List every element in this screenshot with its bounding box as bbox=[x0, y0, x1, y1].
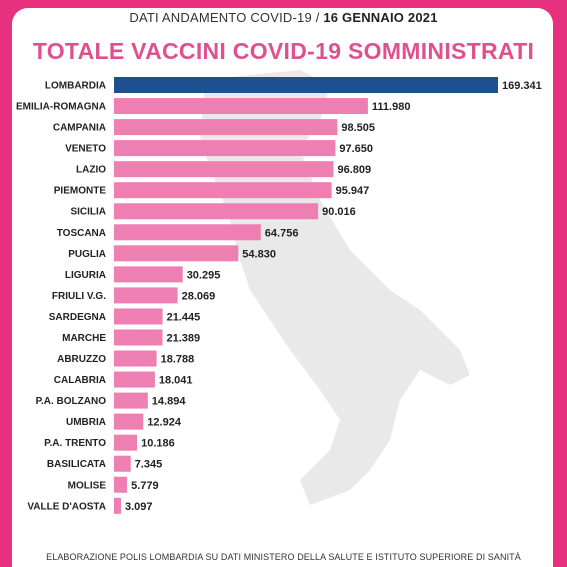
category-label: MOLISE bbox=[68, 480, 107, 491]
value-label: 10.186 bbox=[141, 438, 175, 450]
bar bbox=[114, 245, 239, 262]
bar bbox=[114, 287, 178, 304]
category-label: LAZIO bbox=[76, 165, 106, 176]
category-label: TOSCANA bbox=[57, 228, 106, 239]
value-label: 95.947 bbox=[336, 185, 370, 197]
value-label: 96.809 bbox=[338, 164, 372, 176]
value-label: 97.650 bbox=[339, 143, 373, 155]
value-label: 18.788 bbox=[161, 354, 195, 366]
value-label: 18.041 bbox=[159, 375, 193, 387]
category-label: PIEMONTE bbox=[54, 186, 107, 197]
bar bbox=[114, 266, 183, 283]
value-label: 98.505 bbox=[341, 122, 375, 134]
value-label: 111.980 bbox=[372, 101, 411, 113]
category-label: ABRUZZO bbox=[57, 354, 106, 365]
bar bbox=[114, 434, 138, 451]
category-label: UMBRIA bbox=[66, 417, 106, 428]
header-date: 16 GENNAIO 2021 bbox=[323, 10, 438, 25]
value-label: 5.779 bbox=[131, 480, 159, 492]
bar bbox=[114, 77, 498, 93]
bar bbox=[114, 161, 334, 178]
value-label: 64.756 bbox=[265, 227, 299, 239]
bar bbox=[114, 182, 332, 199]
category-label: SICILIA bbox=[70, 207, 106, 218]
category-label: LIGURIA bbox=[65, 270, 106, 281]
category-label: VALLE D'AOSTA bbox=[27, 501, 106, 512]
value-label: 7.345 bbox=[135, 459, 163, 471]
value-label: 30.295 bbox=[187, 269, 221, 281]
value-label: 169.341 bbox=[502, 80, 542, 92]
source-footer: ELABORAZIONE POLIS LOMBARDIA SU DATI MIN… bbox=[46, 552, 521, 562]
bar bbox=[114, 392, 148, 409]
category-label: SARDEGNA bbox=[49, 312, 106, 323]
value-label: 3.097 bbox=[125, 501, 153, 513]
value-label: 14.894 bbox=[152, 396, 187, 408]
value-label: 21.389 bbox=[167, 332, 201, 344]
bar bbox=[114, 203, 319, 220]
bar bbox=[114, 119, 338, 136]
category-label: P.A. TRENTO bbox=[44, 438, 106, 449]
category-label: EMILIA-ROMAGNA bbox=[16, 102, 106, 113]
date-header: DATI ANDAMENTO COVID-19 / 16 GENNAIO 202… bbox=[0, 10, 567, 25]
bar bbox=[114, 413, 144, 430]
category-label: CALABRIA bbox=[54, 375, 106, 386]
bar bbox=[114, 497, 121, 514]
bar bbox=[114, 476, 128, 493]
bar bbox=[114, 350, 157, 367]
category-label: CAMPANIA bbox=[53, 123, 106, 134]
value-label: 21.445 bbox=[167, 311, 201, 323]
value-label: 28.069 bbox=[182, 290, 216, 302]
bar bbox=[114, 329, 163, 346]
header-prefix: DATI ANDAMENTO COVID-19 / bbox=[129, 10, 320, 25]
category-label: P.A. BOLZANO bbox=[36, 396, 107, 407]
value-label: 12.924 bbox=[147, 417, 182, 429]
value-label: 90.016 bbox=[322, 206, 356, 218]
bar bbox=[114, 224, 261, 241]
value-label: 54.830 bbox=[242, 248, 276, 260]
category-label: BASILICATA bbox=[47, 459, 106, 470]
category-label: FRIULI V.G. bbox=[52, 291, 106, 302]
category-label: PUGLIA bbox=[68, 249, 106, 260]
category-label: VENETO bbox=[65, 144, 106, 155]
bar bbox=[114, 140, 336, 157]
category-label: MARCHE bbox=[62, 333, 106, 344]
bar bbox=[114, 371, 155, 388]
bar bbox=[114, 98, 368, 115]
category-label: LOMBARDIA bbox=[45, 81, 106, 92]
chart-title: TOTALE VACCINI COVID-19 SOMMINISTRATI bbox=[32, 38, 535, 64]
bar bbox=[114, 308, 163, 325]
bar bbox=[114, 455, 131, 472]
